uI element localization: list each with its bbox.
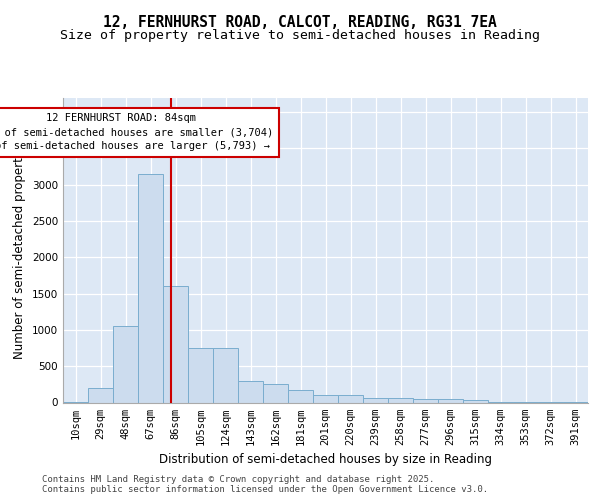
Bar (113, 326, 138, 402)
Bar (338, 395, 363, 402)
Text: Contains public sector information licensed under the Open Government Licence v3: Contains public sector information licen… (42, 484, 488, 494)
Bar (438, 399, 463, 402)
Bar (213, 348, 238, 403)
Bar (163, 286, 188, 403)
Bar (313, 395, 338, 402)
Bar (388, 398, 413, 402)
Bar (138, 174, 163, 402)
Bar (288, 390, 313, 402)
Text: 12 FERNHURST ROAD: 84sqm
← 38% of semi-detached houses are smaller (3,704)
59% o: 12 FERNHURST ROAD: 84sqm ← 38% of semi-d… (0, 114, 274, 152)
Bar (463, 400, 488, 402)
Bar (238, 380, 263, 402)
Text: 12, FERNHURST ROAD, CALCOT, READING, RG31 7EA: 12, FERNHURST ROAD, CALCOT, READING, RG3… (103, 15, 497, 30)
Text: Size of property relative to semi-detached houses in Reading: Size of property relative to semi-detach… (60, 30, 540, 43)
Bar (188, 348, 213, 403)
Bar (263, 384, 288, 402)
Bar (363, 398, 388, 402)
Bar (88, 388, 113, 402)
Y-axis label: Number of semi-detached properties: Number of semi-detached properties (13, 140, 26, 360)
Text: Contains HM Land Registry data © Crown copyright and database right 2025.: Contains HM Land Registry data © Crown c… (42, 474, 434, 484)
Bar (413, 399, 438, 402)
X-axis label: Distribution of semi-detached houses by size in Reading: Distribution of semi-detached houses by … (159, 453, 492, 466)
